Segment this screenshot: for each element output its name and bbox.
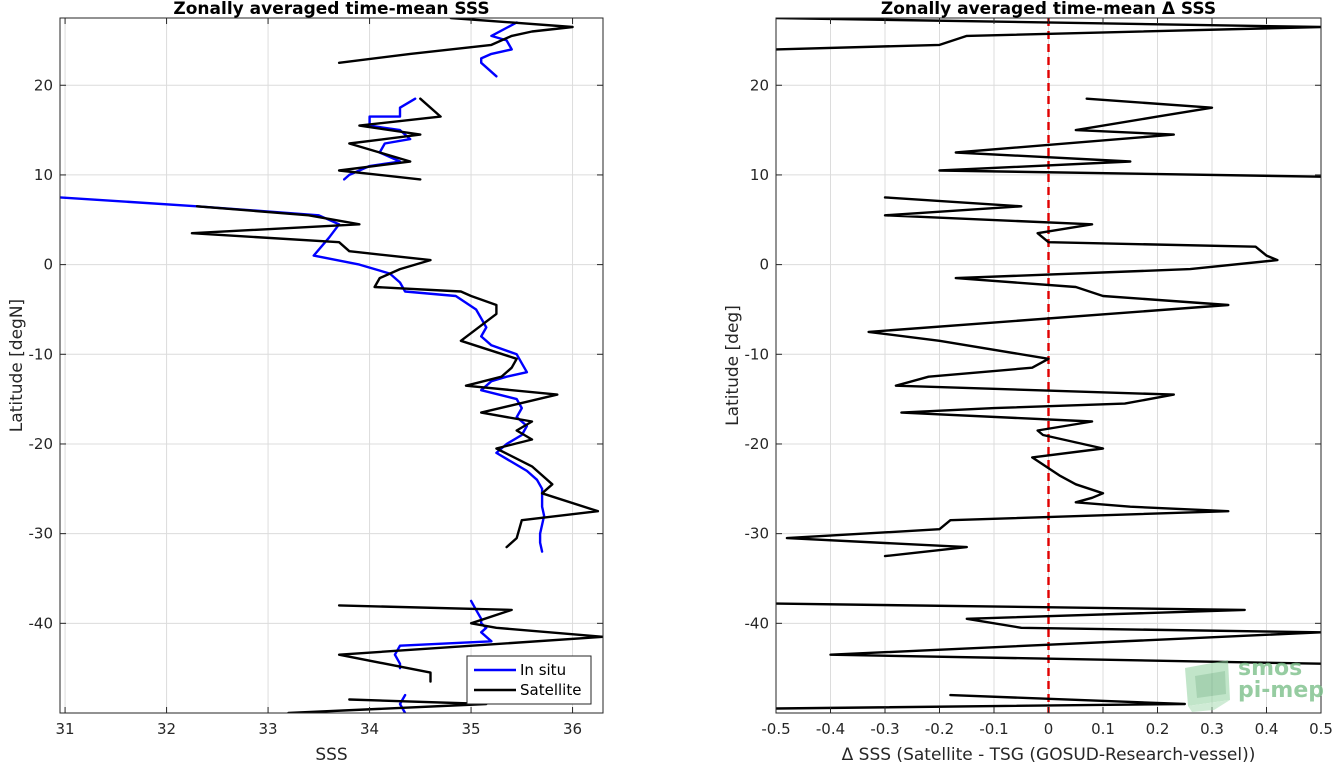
y-tick-label: -40 — [29, 614, 54, 632]
logo-emblem-icon — [1185, 660, 1230, 712]
sss-x-axis-label: SSS — [315, 745, 347, 764]
logo-text-smos: smos — [1238, 656, 1302, 681]
y-tick-label: 20 — [34, 76, 53, 94]
series-line-delta-segment-2 — [938, 97, 1321, 178]
y-tick-label: 0 — [759, 256, 769, 274]
series-line-delta-segment-5 — [776, 693, 1187, 710]
y-tick-label: -10 — [29, 345, 54, 363]
x-tick-label: 0.4 — [1255, 720, 1279, 738]
smos-pi-mep-logo: smos pi-mep — [1185, 656, 1324, 712]
series-line-delta-segment-4 — [776, 602, 1321, 665]
logo-text-pi-mep: pi-mep — [1238, 678, 1324, 703]
delta-sss-x-axis-label: Δ SSS (Satellite - TSG (GOSUD-Research-v… — [842, 745, 1256, 764]
x-tick-label: 36 — [563, 720, 582, 738]
x-tick-label: 0.2 — [1146, 720, 1170, 738]
delta-sss-y-axis-label: Latitude [deg] — [723, 305, 743, 426]
x-tick-label: -0.3 — [870, 720, 899, 738]
x-tick-label: 35 — [462, 720, 481, 738]
series-line-in-situ-segment-1 — [480, 21, 518, 78]
series-line-delta-segment-3 — [785, 196, 1279, 558]
x-tick-label: -0.1 — [979, 720, 1008, 738]
y-tick-label: -20 — [745, 435, 770, 453]
x-tick-label: 0.5 — [1309, 720, 1333, 738]
sss-y-axis-label: Latitude [degN] — [7, 299, 27, 432]
sss-gridlines — [60, 18, 603, 713]
x-tick-label: -0.4 — [816, 720, 845, 738]
delta-sss-chart: -0.5 -0.4 -0.3 -0.2 -0.1 0 0.1 0.2 0.3 0.4 0.5 20 10… — [723, 0, 1333, 764]
legend-box — [466, 655, 592, 705]
y-tick-label: -40 — [745, 614, 770, 632]
delta-sss-data-lines — [776, 18, 1321, 710]
delta-sss-ticks: -0.5 -0.4 -0.3 -0.2 -0.1 0 0.1 0.2 0.3 0.4 0.5 20 10… — [745, 18, 1333, 738]
sss-axes-frame — [59, 17, 604, 714]
delta-sss-chart-title: Zonally averaged time-mean Δ SSS — [881, 0, 1216, 19]
x-tick-label: 33 — [259, 720, 278, 738]
y-tick-label: 10 — [34, 166, 53, 184]
series-line-in-situ-segment-4 — [393, 599, 493, 670]
series-line-satellite-segment-3 — [190, 205, 600, 549]
x-tick-label: 0.3 — [1200, 720, 1224, 738]
x-tick-label: 0.1 — [1091, 720, 1115, 738]
sss-data-lines — [60, 18, 603, 713]
y-tick-label: -10 — [745, 345, 770, 363]
y-tick-label: 0 — [43, 256, 53, 274]
y-tick-label: -30 — [29, 525, 54, 543]
series-line-in-situ-segment-3 — [60, 196, 546, 553]
series-line-delta-segment-1 — [776, 18, 1321, 51]
series-line-satellite-segment-1 — [337, 18, 574, 64]
x-tick-label: 31 — [56, 720, 75, 738]
x-tick-label: -0.5 — [761, 720, 790, 738]
series-line-satellite-segment-5 — [287, 698, 488, 713]
legend: In situ Satellite — [466, 655, 592, 705]
sss-chart: 31 32 33 34 35 36 20 10 0 -10 -20 -30 -40 Zonally av… — [7, 0, 604, 764]
x-tick-label: 32 — [157, 720, 176, 738]
legend-label-in-situ: In situ — [520, 661, 566, 679]
x-tick-label: 0 — [1044, 720, 1054, 738]
sss-chart-title: Zonally averaged time-mean SSS — [173, 0, 489, 19]
x-tick-label: -0.2 — [925, 720, 954, 738]
series-line-satellite-segment-4 — [337, 604, 603, 683]
series-line-in-situ-segment-5 — [398, 693, 407, 713]
series-line-satellite-segment-2 — [337, 97, 442, 181]
y-tick-label: 10 — [750, 166, 769, 184]
x-tick-label: 34 — [360, 720, 379, 738]
y-tick-label: -30 — [745, 525, 770, 543]
sss-ticks: 31 32 33 34 35 36 20 10 0 -10 -20 -30 -40 — [29, 18, 603, 738]
y-tick-label: -20 — [29, 435, 54, 453]
legend-label-satellite: Satellite — [520, 681, 581, 699]
y-tick-label: 20 — [750, 76, 769, 94]
